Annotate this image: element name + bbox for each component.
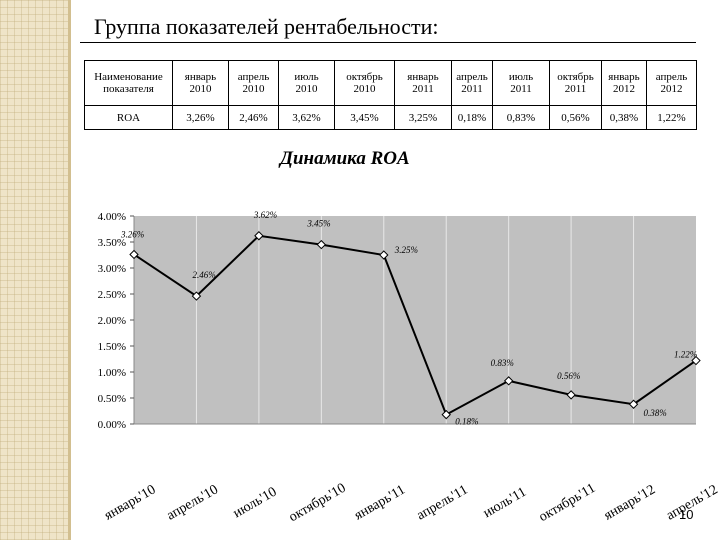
table-header-cell: январь 2010: [172, 60, 229, 106]
y-tick-label: 3.50%: [98, 237, 126, 249]
x-tick-label: октябрь'10: [287, 481, 349, 526]
y-tick-label: 0.50%: [98, 393, 126, 405]
title-divider: [80, 42, 696, 43]
data-label: 1.22%: [674, 350, 697, 360]
x-tick-label: январь'11: [352, 482, 408, 523]
roa-data-point: [379, 250, 389, 260]
table-cell: 1,22%: [646, 105, 697, 130]
page-title: Группа показателей рентабельности:: [94, 14, 439, 39]
table-cell: 0,18%: [451, 105, 493, 130]
data-label: 0.18%: [455, 417, 478, 427]
table-header-cell: январь 2011: [394, 60, 452, 106]
table-header-cell: январь 2012: [601, 60, 647, 106]
x-tick-label: июль'10: [231, 485, 280, 522]
y-tick-label: 1.50%: [98, 341, 126, 353]
roa-data-point: [191, 291, 202, 301]
x-tick-label: апрель'11: [414, 482, 470, 523]
table-cell: 3,25%: [394, 105, 452, 130]
y-tick-label: 2.00%: [98, 315, 126, 327]
table-header-cell: апрель 2010: [228, 60, 279, 106]
x-tick-label: июль'11: [481, 485, 529, 521]
roa-data-point: [691, 355, 701, 366]
roa-data-point: [316, 239, 327, 250]
decorative-side-band: [0, 0, 68, 540]
data-label: 3.26%: [120, 229, 144, 239]
table-header-cell: октябрь 2011: [549, 60, 602, 106]
roa-data-point: [628, 399, 639, 409]
y-tick-label: 0.00%: [98, 419, 126, 431]
side-band-edge: [68, 0, 71, 540]
roa-data-point: [441, 409, 451, 420]
roa-data-point: [566, 390, 576, 400]
page-number: 10: [679, 507, 694, 522]
roa-table: Наименование показателя январь 2010 апре…: [84, 60, 697, 130]
table-cell: 2,46%: [228, 105, 279, 130]
chart-title: Динамика ROA: [280, 148, 410, 169]
roa-data-point: [503, 376, 514, 386]
roa-data-point: [254, 231, 264, 241]
roa-series-line: [133, 234, 697, 417]
table-header-cell: апрель 2012: [646, 60, 697, 106]
data-label: 0.38%: [644, 408, 667, 418]
x-tick-label: январь'12: [602, 482, 658, 523]
table-row: ROA 3,26% 2,46% 3,62% 3,45% 3,25% 0,18% …: [84, 105, 697, 130]
table-cell: 3,45%: [334, 105, 395, 130]
table-header-row: Наименование показателя январь 2010 апре…: [84, 60, 697, 106]
roa-data-point: [129, 249, 139, 260]
x-tick-label: октябрь'11: [537, 481, 599, 525]
y-tick-label: 4.00%: [98, 211, 126, 223]
table-cell: 3,62%: [278, 105, 335, 130]
data-label: 3.25%: [394, 245, 418, 255]
data-label: 0.56%: [557, 371, 580, 381]
y-tick-label: 1.00%: [98, 367, 126, 379]
y-tick-label: 2.50%: [98, 289, 126, 301]
data-label: 3.62%: [253, 210, 277, 220]
x-tick-label: январь'10: [102, 482, 158, 523]
data-label: 0.83%: [491, 358, 514, 368]
data-label: 2.46%: [192, 270, 215, 280]
data-label: 3.45%: [306, 219, 330, 229]
table-cell: 0,56%: [549, 105, 602, 130]
table-cell: 0,83%: [492, 105, 550, 130]
table-row-label: ROA: [84, 105, 173, 130]
y-tick-label: 3.00%: [98, 263, 126, 275]
plot-area: [134, 216, 696, 424]
x-tick-label: апрель'10: [164, 482, 221, 523]
